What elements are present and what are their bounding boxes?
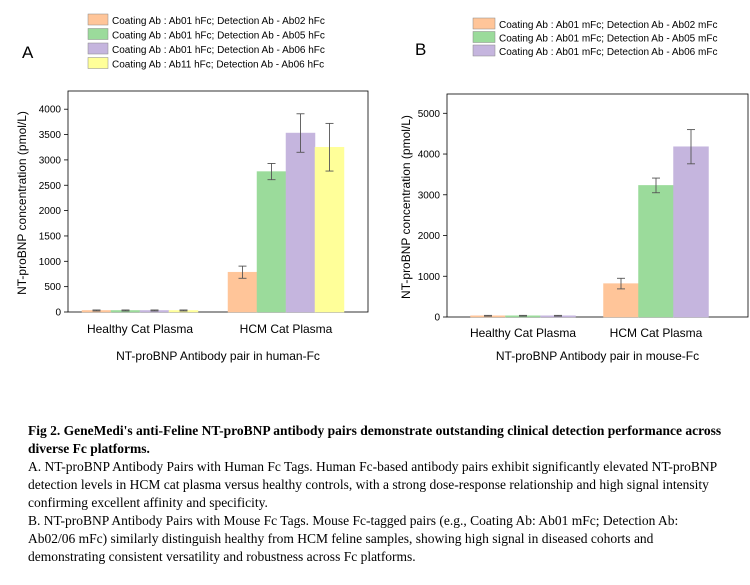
bar xyxy=(256,171,287,313)
caption-paragraph-a: A. NT-proBNP Antibody Pairs with Human F… xyxy=(28,459,717,510)
y-tick-label: 0 xyxy=(434,313,440,324)
y-tick-label: 500 xyxy=(44,282,61,293)
legend-entry: Coating Ab : Ab01 hFc; Detection Ab - Ab… xyxy=(112,45,325,56)
legend-swatch xyxy=(472,44,496,57)
panel-b: B 0 1000 2000 3000 4000 5000 NT-proBNP concentr… xyxy=(399,17,749,363)
y-tick-label: 2500 xyxy=(39,181,62,192)
y-tick-label: 4000 xyxy=(39,105,62,116)
legend-swatch xyxy=(472,17,496,30)
y-axis-label: NT-proBNP concentration (pmol/L) xyxy=(399,115,413,299)
y-axis-label: NT-proBNP concentration (pmol/L) xyxy=(15,111,29,295)
y-tick-label: 5000 xyxy=(418,109,441,120)
legend-entry: Coating Ab : Ab11 hFc; Detection Ab - Ab… xyxy=(112,60,324,71)
category-label: HCM Cat Plasma xyxy=(240,322,333,336)
figure-caption: Fig 2. GeneMedi's anti-Feline NT-proBNP … xyxy=(28,422,728,566)
legend-swatch xyxy=(87,57,109,69)
legend-swatch xyxy=(87,13,109,26)
legend-swatch xyxy=(472,31,496,43)
legend-entry: Coating Ab : Ab01 mFc; Detection Ab - Ab… xyxy=(499,34,717,45)
legend-entry: Coating Ab : Ab01 mFc; Detection Ab - Ab… xyxy=(499,20,717,31)
y-tick-label: 1500 xyxy=(39,231,62,242)
y-tick-label: 0 xyxy=(55,308,61,319)
legend-entry: Coating Ab : Ab01 mFc; Detection Ab - Ab… xyxy=(499,47,717,58)
x-axis-label: NT-proBNP Antibody pair in mouse-Fc xyxy=(496,349,699,363)
y-tick-label: 2000 xyxy=(418,231,441,242)
y-tick-label: 1000 xyxy=(418,272,441,283)
category-label: Healthy Cat Plasma xyxy=(87,322,193,336)
panel-label: A xyxy=(22,43,34,62)
y-tick-label: 3000 xyxy=(418,190,441,201)
y-tick-label: 3500 xyxy=(39,130,62,141)
y-tick-label: 2000 xyxy=(39,206,62,217)
legend-swatch xyxy=(87,28,109,40)
bar xyxy=(673,146,709,318)
plot-frame xyxy=(67,90,369,313)
panel-a: A 0 500 1000 1500 2000 2500 3000 3500 4000 NT-proB… xyxy=(15,13,369,363)
y-tick-label: 3000 xyxy=(39,155,62,166)
y-tick-label: 1000 xyxy=(39,257,62,268)
y-tick-label: 4000 xyxy=(418,150,441,161)
bar xyxy=(285,132,316,313)
bar xyxy=(638,185,674,318)
x-axis-label: NT-proBNP Antibody pair in human-Fc xyxy=(116,349,320,363)
panel-label: B xyxy=(415,40,426,59)
legend-entry: Coating Ab : Ab01 hFc; Detection Ab - Ab… xyxy=(112,31,325,42)
bar xyxy=(314,146,345,313)
category-label: HCM Cat Plasma xyxy=(610,326,703,340)
caption-title: Fig 2. GeneMedi's anti-Feline NT-proBNP … xyxy=(28,423,722,456)
figure-canvas: A 0 500 1000 1500 2000 2500 3000 3500 4000 NT-proB… xyxy=(15,13,749,363)
plot-frame xyxy=(446,93,749,318)
category-label: Healthy Cat Plasma xyxy=(470,326,576,340)
bar xyxy=(227,271,258,313)
legend-swatch xyxy=(87,42,109,55)
caption-paragraph-b: B. NT-proBNP Antibody Pairs with Mouse F… xyxy=(28,513,679,564)
legend-entry: Coating Ab : Ab01 hFc; Detection Ab - Ab… xyxy=(112,16,325,27)
